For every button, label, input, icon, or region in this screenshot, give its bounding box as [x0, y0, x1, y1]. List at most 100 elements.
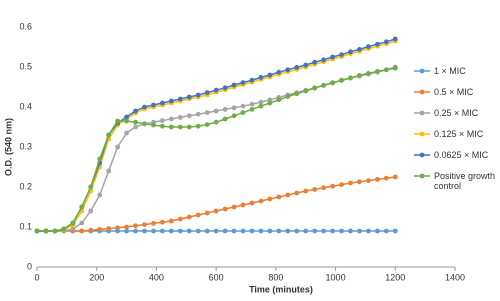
data-point — [294, 190, 300, 196]
legend-dot — [419, 152, 425, 158]
data-point — [321, 228, 327, 234]
legend-marker — [414, 89, 430, 95]
data-point — [142, 104, 147, 110]
data-point — [88, 208, 94, 214]
data-point — [106, 168, 112, 174]
data-point — [222, 107, 228, 112]
data-point — [177, 115, 183, 120]
data-point — [312, 59, 318, 65]
data-point — [348, 180, 353, 186]
data-point — [186, 94, 192, 100]
x-tick-label: 600 — [209, 272, 224, 282]
data-point — [160, 118, 165, 123]
y-tick-label: 0.2 — [19, 181, 32, 191]
y-tick-label: 0.6 — [19, 21, 32, 31]
data-point — [79, 220, 85, 226]
data-point — [151, 221, 156, 226]
data-point — [303, 62, 309, 68]
legend-dot — [419, 110, 425, 116]
data-point — [43, 228, 49, 234]
data-point — [330, 80, 335, 85]
data-point — [151, 228, 156, 234]
data-point — [204, 228, 210, 234]
legend-dot — [419, 131, 425, 137]
data-point — [151, 102, 156, 108]
legend-marker — [414, 173, 430, 179]
data-point — [267, 100, 273, 106]
data-point — [204, 210, 210, 216]
legend-item: Positive growth control — [414, 171, 500, 191]
data-point — [222, 206, 228, 212]
data-point — [249, 77, 255, 83]
data-point — [177, 228, 183, 234]
data-point — [177, 216, 183, 222]
data-point — [258, 198, 264, 204]
legend-marker — [414, 68, 430, 74]
data-point — [383, 228, 389, 234]
data-point — [222, 85, 228, 91]
data-point — [115, 144, 121, 150]
data-point — [115, 118, 121, 124]
data-point — [312, 85, 318, 91]
data-point — [151, 122, 156, 128]
legend-item: 0.0625 × MIC — [414, 150, 500, 160]
data-point — [357, 228, 362, 234]
data-point — [222, 116, 228, 122]
data-point — [374, 41, 380, 47]
data-point — [321, 57, 327, 63]
data-point — [330, 183, 335, 189]
data-point — [124, 114, 129, 120]
legend-label: Positive growth control — [434, 171, 496, 191]
data-point — [124, 228, 129, 234]
legend-label: 0.125 × MIC — [434, 129, 484, 139]
data-point — [160, 228, 165, 234]
data-point — [357, 179, 362, 185]
data-point — [267, 72, 273, 78]
data-point — [52, 228, 58, 234]
data-point — [177, 124, 183, 130]
data-point — [258, 75, 264, 80]
data-point — [374, 177, 380, 182]
data-point — [258, 99, 264, 105]
data-point — [294, 91, 300, 97]
legend-label: 1 × MIC — [434, 66, 466, 76]
data-point — [383, 39, 389, 45]
data-point — [195, 111, 201, 117]
legend-item: 0.125 × MIC — [414, 129, 500, 139]
legend-dot — [419, 89, 425, 95]
data-point — [106, 226, 112, 232]
data-point — [160, 100, 165, 106]
data-point — [240, 80, 246, 85]
data-point — [276, 97, 282, 103]
data-point — [168, 218, 174, 224]
data-point — [392, 65, 398, 71]
legend-marker — [414, 110, 430, 116]
data-point — [276, 228, 282, 234]
data-point — [285, 192, 291, 198]
data-point — [392, 174, 398, 180]
data-point — [240, 110, 246, 115]
data-point — [168, 124, 174, 130]
data-point — [213, 87, 219, 93]
data-point — [321, 83, 327, 88]
x-tick-label: 800 — [268, 272, 283, 282]
legend-marker — [414, 131, 430, 137]
data-point — [231, 228, 237, 234]
data-point — [133, 228, 138, 234]
x-tick-label: 1400 — [445, 272, 465, 282]
data-point — [240, 228, 246, 234]
x-tick-label: 0 — [34, 272, 39, 282]
data-point — [267, 196, 273, 202]
data-point — [249, 200, 255, 206]
data-point — [124, 130, 129, 136]
data-point — [213, 108, 219, 114]
data-point — [115, 225, 121, 231]
data-point — [240, 202, 246, 208]
data-point — [97, 192, 103, 198]
data-point — [204, 110, 210, 115]
data-point — [249, 101, 255, 107]
data-point — [70, 220, 76, 226]
data-point — [294, 65, 300, 70]
